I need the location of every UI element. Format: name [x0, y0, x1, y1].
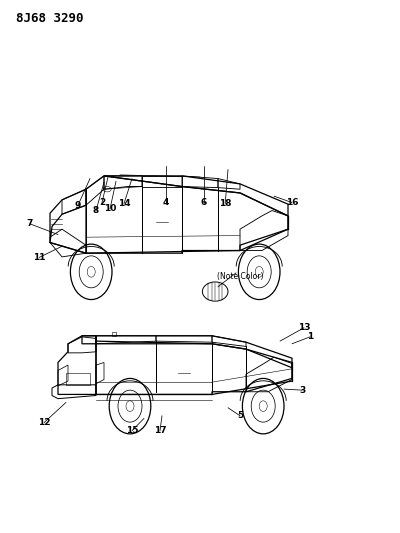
Text: 18: 18	[219, 199, 232, 208]
Text: 17: 17	[154, 426, 166, 435]
Text: 7: 7	[27, 220, 33, 228]
Text: 14: 14	[118, 199, 130, 208]
Text: (Note Color): (Note Color)	[217, 272, 263, 280]
Text: 2: 2	[99, 198, 105, 207]
Text: 8: 8	[93, 206, 99, 215]
Text: 6: 6	[201, 198, 207, 207]
Text: 11: 11	[33, 253, 46, 262]
Bar	[66, 373, 90, 385]
Text: 3: 3	[299, 386, 305, 394]
Text: 5: 5	[237, 411, 243, 420]
Text: 15: 15	[126, 426, 138, 435]
Text: 13: 13	[298, 324, 310, 332]
Text: 16: 16	[286, 198, 298, 207]
Text: 10: 10	[104, 205, 116, 213]
Text: 4: 4	[163, 198, 169, 207]
Text: 8J68 3290: 8J68 3290	[16, 12, 84, 25]
Text: 12: 12	[38, 418, 50, 427]
Text: 9: 9	[75, 201, 81, 209]
Bar	[112, 332, 116, 336]
Text: 1: 1	[307, 333, 313, 341]
